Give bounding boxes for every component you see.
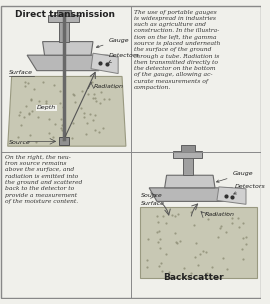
Bar [57,10,71,16]
Bar [59,137,69,145]
Text: Radiation: Radiation [94,84,124,89]
Text: Source: Source [9,140,31,145]
Polygon shape [149,188,232,201]
Text: Surface: Surface [141,201,166,206]
Polygon shape [217,187,246,204]
Text: Depth: Depth [37,105,56,110]
Text: Source: Source [141,193,163,198]
Text: The use of portable gauges
is widespread in industries
such as agriculture and
c: The use of portable gauges is widespread… [134,10,220,90]
Text: On the right, the neu-
tron source remains
above the surface, and
radiation is e: On the right, the neu- tron source remai… [5,155,82,204]
Polygon shape [91,53,118,74]
FancyBboxPatch shape [1,6,261,298]
Polygon shape [27,55,109,71]
Polygon shape [8,77,126,146]
Text: Surface: Surface [9,71,33,75]
Text: Radiation: Radiation [205,212,235,217]
Bar [173,151,202,158]
Text: Detectors: Detectors [234,184,265,194]
Bar [48,16,79,22]
Text: Detectors: Detectors [109,53,139,63]
Polygon shape [43,42,93,55]
Text: Direct transmission: Direct transmission [15,10,115,19]
Bar [59,20,69,42]
Text: Gauge: Gauge [217,171,253,182]
Polygon shape [165,175,215,188]
Bar [181,145,195,152]
Bar [183,156,193,175]
Polygon shape [140,207,257,278]
Text: Backscatter: Backscatter [163,273,224,282]
Text: Gauge: Gauge [96,38,129,48]
